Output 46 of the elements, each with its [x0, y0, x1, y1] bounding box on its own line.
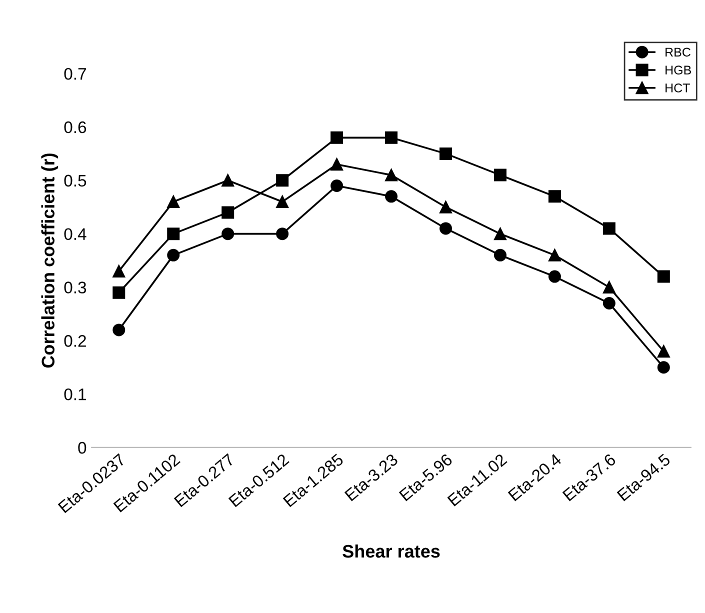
x-axis-title: Shear rates — [342, 544, 440, 558]
y-tick-label: 0.1 — [64, 388, 86, 400]
point — [385, 190, 398, 203]
point — [276, 196, 289, 208]
point — [440, 222, 452, 235]
point — [222, 206, 234, 219]
point — [494, 248, 506, 262]
point — [440, 147, 452, 160]
point — [548, 270, 561, 283]
point — [494, 168, 506, 182]
y-tick-label: 0.3 — [64, 282, 86, 294]
point — [276, 228, 289, 240]
y-tick-label: 0.5 — [64, 174, 86, 187]
y-tick-label: 0 — [78, 442, 86, 454]
point — [330, 131, 344, 144]
legend-label: HCT — [666, 84, 690, 92]
y-axis-title: Correlation coefficient (r) — [41, 154, 58, 368]
point — [112, 324, 126, 336]
point — [602, 222, 616, 235]
legend-label: RBC — [666, 48, 690, 57]
point — [385, 131, 398, 144]
point — [657, 361, 670, 374]
y-tick-label: 0.6 — [64, 121, 86, 134]
point — [385, 168, 398, 182]
point — [602, 297, 616, 310]
point — [167, 228, 180, 240]
point — [112, 264, 126, 278]
y-tick-label: 0.4 — [64, 228, 86, 240]
point — [548, 190, 561, 203]
y-tick-label: 0.2 — [64, 335, 86, 347]
point — [167, 248, 180, 262]
point — [494, 228, 506, 240]
point — [657, 345, 670, 358]
point — [602, 280, 616, 294]
point — [330, 158, 344, 171]
legend-label: HGB — [666, 66, 691, 74]
point — [222, 228, 234, 240]
point — [440, 200, 452, 214]
point — [330, 179, 344, 192]
point — [276, 174, 289, 187]
point — [222, 174, 234, 187]
point — [548, 248, 561, 262]
point — [112, 286, 126, 299]
point — [657, 270, 670, 283]
y-tick-label: 0.7 — [64, 68, 86, 80]
point — [167, 196, 180, 208]
